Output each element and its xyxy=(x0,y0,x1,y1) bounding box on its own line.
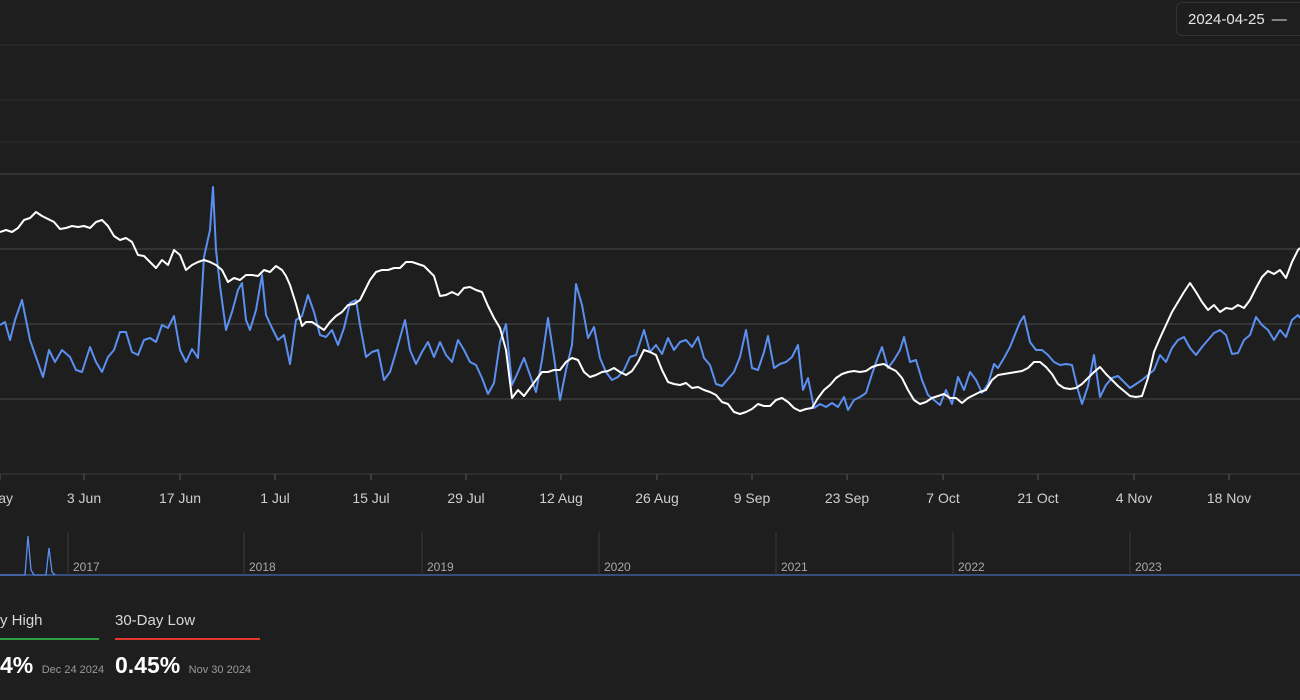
stat-high-date: Dec 24 2024 xyxy=(41,664,105,676)
date-range-start: 2024-04-25 xyxy=(1188,10,1265,28)
x-tick-label: 4 Nov xyxy=(1116,490,1153,506)
navigator-year-label: 2021 xyxy=(781,560,808,574)
series-line-blue xyxy=(0,186,1300,411)
range-navigator[interactable]: 2017 2018 2019 2020 2021 2022 2023 xyxy=(0,532,1300,578)
x-tick-label: 12 Aug xyxy=(539,490,583,506)
x-tick-label: ay xyxy=(0,490,13,506)
x-tick-label: 21 Oct xyxy=(1017,490,1058,506)
stat-high-label: y High xyxy=(0,612,43,629)
navigator-year-label: 2022 xyxy=(958,560,985,574)
navigator-spike xyxy=(0,535,56,576)
x-tick-label: 15 Jul xyxy=(352,490,389,506)
date-range-picker[interactable]: 2024-04-25 — xyxy=(1176,2,1300,36)
navigator-year-label: 2020 xyxy=(604,560,631,574)
stat-30-day-high: y High 4% Dec 24 2024 xyxy=(0,612,104,679)
stat-low-accent-line xyxy=(115,638,260,640)
stat-low-label: 30-Day Low xyxy=(115,612,196,629)
x-tick-label: 18 Nov xyxy=(1207,490,1251,506)
series-line-white xyxy=(0,211,1300,415)
navigator-year-label: 2017 xyxy=(73,560,100,574)
navigator-year-label: 2018 xyxy=(249,560,276,574)
stat-high-accent-line xyxy=(0,638,99,640)
x-tick-label: 23 Sep xyxy=(825,490,870,506)
x-tick-label: 1 Jul xyxy=(260,490,290,506)
stat-high-value: 4% xyxy=(0,652,34,678)
x-tick-label: 7 Oct xyxy=(926,490,960,506)
navigator-year-label: 2023 xyxy=(1135,560,1162,574)
stat-30-day-low: 30-Day Low 0.45% Nov 30 2024 xyxy=(115,612,260,679)
x-tick-label: 3 Jun xyxy=(67,490,101,506)
navigator-year-label: 2019 xyxy=(427,560,454,574)
x-tick-label: 17 Jun xyxy=(159,490,201,506)
x-tick-label: 9 Sep xyxy=(734,490,771,506)
x-tick-label: 29 Jul xyxy=(447,490,484,506)
x-tick-label: 26 Aug xyxy=(635,490,679,506)
main-chart[interactable]: ay 3 Jun 17 Jun 1 Jul 15 Jul 29 Jul 12 Aug 26 A… xyxy=(0,0,1300,510)
stat-low-date: Nov 30 2024 xyxy=(188,664,252,676)
date-range-separator: — xyxy=(1271,10,1287,28)
stat-low-value: 0.45% xyxy=(115,652,181,678)
